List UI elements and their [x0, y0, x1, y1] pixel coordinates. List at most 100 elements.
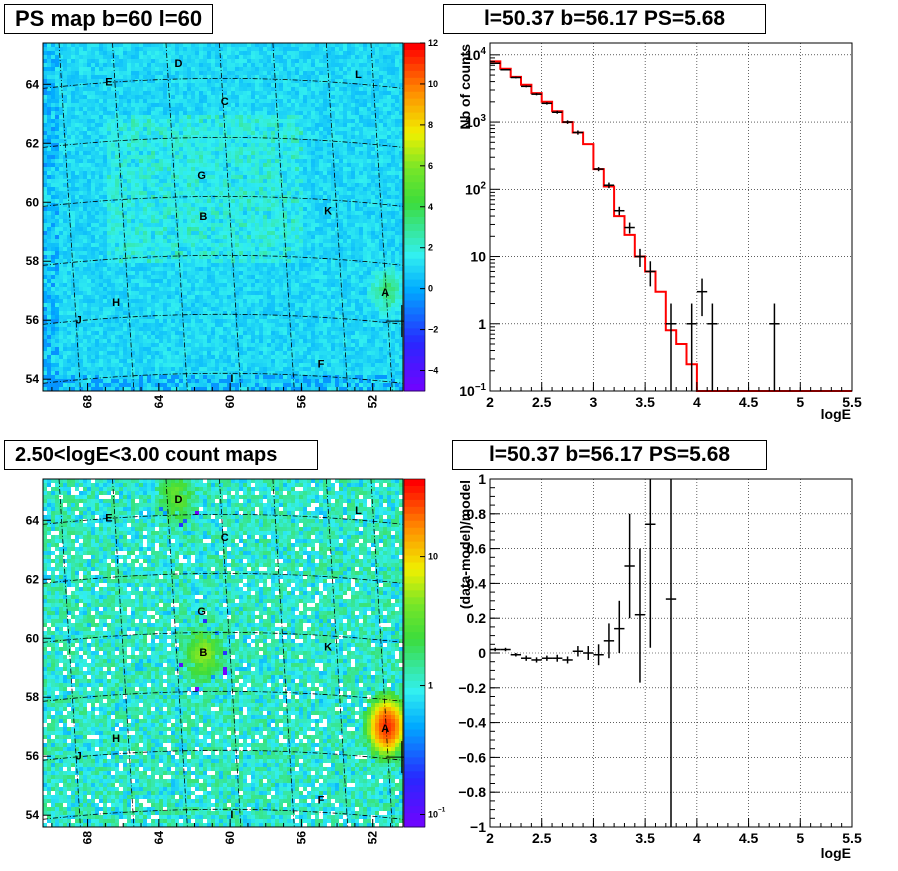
map-pixel	[175, 83, 180, 88]
map-pixel	[91, 247, 96, 252]
map-pixel	[331, 159, 336, 164]
map-pixel	[363, 239, 368, 244]
map-pixel	[319, 119, 324, 124]
map-pixel	[303, 55, 308, 60]
map-pixel	[307, 207, 312, 212]
map-pixel	[371, 51, 376, 56]
map-pixel	[399, 111, 404, 116]
map-pixel	[91, 143, 96, 148]
map-pixel	[267, 203, 272, 208]
map-pixel	[395, 87, 400, 92]
map-pixel	[271, 255, 276, 260]
map-pixel	[239, 207, 244, 212]
map-pixel	[311, 59, 316, 64]
map-pixel	[395, 239, 400, 244]
map-pixel	[299, 251, 304, 256]
map-pixel	[379, 139, 384, 144]
map-pixel	[355, 47, 360, 52]
map-pixel	[87, 119, 92, 124]
map-pixel	[75, 99, 80, 104]
map-pixel	[251, 151, 256, 156]
map-pixel	[51, 219, 56, 224]
map-pixel	[171, 51, 176, 56]
map-pixel	[103, 111, 108, 116]
map-pixel	[87, 175, 92, 180]
map-pixel	[339, 75, 344, 80]
map-pixel	[287, 99, 292, 104]
map-pixel	[55, 263, 60, 268]
map-pixel	[343, 175, 348, 180]
map-pixel	[79, 175, 84, 180]
map-pixel	[91, 87, 96, 92]
map-pixel	[147, 247, 152, 252]
map-pixel	[127, 67, 132, 72]
map-pixel	[143, 55, 148, 60]
map-pixel	[343, 171, 348, 176]
map-pixel	[51, 231, 56, 236]
map-pixel	[399, 103, 404, 108]
map-pixel	[199, 243, 204, 248]
map-pixel	[171, 203, 176, 208]
map-pixel	[103, 139, 108, 144]
map-pixel	[59, 67, 64, 72]
map-pixel	[115, 215, 120, 220]
map-pixel	[291, 99, 296, 104]
map-pixel	[263, 223, 268, 228]
map-pixel	[111, 95, 116, 100]
map-pixel	[355, 79, 360, 84]
map-pixel	[87, 155, 92, 160]
map-pixel	[191, 147, 196, 152]
map-pixel	[51, 95, 56, 100]
map-pixel	[271, 199, 276, 204]
map-pixel	[143, 159, 148, 164]
map-pixel	[147, 151, 152, 156]
map-pixel	[131, 99, 136, 104]
map-pixel	[147, 187, 152, 192]
map-pixel	[287, 207, 292, 212]
map-pixel	[387, 71, 392, 76]
map-pixel	[287, 107, 292, 112]
map-pixel	[259, 71, 264, 76]
map-pixel	[307, 191, 312, 196]
map-pixel	[99, 179, 104, 184]
map-pixel	[75, 151, 80, 156]
map-pixel	[111, 47, 116, 52]
map-pixel	[363, 67, 368, 72]
map-pixel	[75, 255, 80, 260]
map-pixel	[347, 67, 352, 72]
map-pixel	[123, 103, 128, 108]
map-pixel	[275, 235, 280, 240]
map-pixel	[127, 251, 132, 256]
map-pixel	[43, 111, 48, 116]
map-pixel	[111, 119, 116, 124]
map-pixel	[87, 247, 92, 252]
map-pixel	[323, 211, 328, 216]
map-pixel	[183, 163, 188, 168]
map-pixel	[391, 195, 396, 200]
map-pixel	[339, 207, 344, 212]
map-pixel	[295, 231, 300, 236]
map-pixel	[179, 79, 184, 84]
map-pixel	[387, 247, 392, 252]
map-pixel	[111, 107, 116, 112]
map-pixel	[223, 199, 228, 204]
map-pixel	[323, 91, 328, 96]
map-pixel	[347, 115, 352, 120]
map-pixel	[163, 87, 168, 92]
map-pixel	[203, 59, 208, 64]
map-pixel	[239, 203, 244, 208]
map-pixel	[187, 87, 192, 92]
map-pixel	[387, 143, 392, 148]
map-pixel	[187, 255, 192, 260]
map-pixel	[295, 103, 300, 108]
map-pixel	[171, 135, 176, 140]
map-pixel	[95, 123, 100, 128]
map-pixel	[247, 91, 252, 96]
map-pixel	[195, 179, 200, 184]
map-pixel	[187, 231, 192, 236]
map-pixel	[363, 159, 368, 164]
map-pixel	[95, 207, 100, 212]
map-pixel	[339, 211, 344, 216]
map-pixel	[163, 239, 168, 244]
map-pixel	[295, 79, 300, 84]
